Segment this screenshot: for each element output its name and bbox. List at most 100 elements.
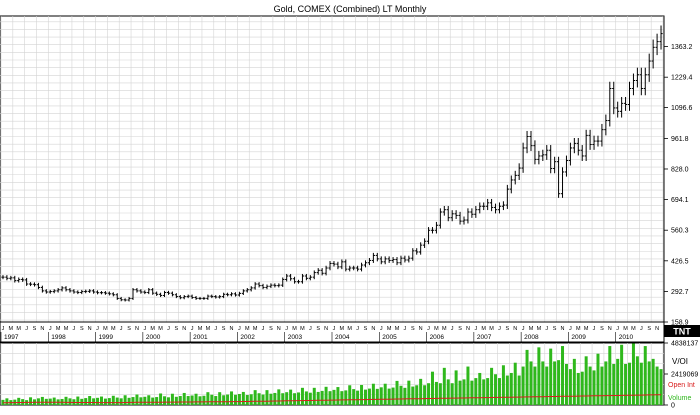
- price-bar: [517, 163, 521, 180]
- price-bar: [446, 205, 450, 222]
- price-bar: [568, 142, 572, 166]
- year-tick-label: 2010: [619, 334, 634, 341]
- month-tick-label: M: [442, 326, 447, 332]
- volume-bar: [226, 394, 230, 405]
- month-tick-label: J: [25, 326, 28, 332]
- volume-bar: [253, 390, 257, 405]
- volume-bar: [155, 397, 159, 405]
- price-bar: [99, 291, 104, 295]
- volume-bar: [127, 397, 131, 405]
- month-tick-label: M: [434, 326, 439, 332]
- price-y-tick-label: 961.8: [671, 136, 689, 143]
- month-tick-label: J: [120, 326, 123, 332]
- volume-bar: [92, 398, 96, 405]
- price-bar: [88, 289, 92, 294]
- price-bar: [40, 285, 44, 293]
- volume-y-axis: 4838137 2419069 0: [664, 341, 698, 410]
- year-tick-label: 1997: [4, 334, 19, 341]
- month-tick-label: J: [309, 326, 312, 332]
- price-bar: [434, 221, 439, 234]
- volume-bar: [131, 397, 135, 405]
- volume-bar: [214, 396, 218, 405]
- price-bar: [80, 289, 84, 295]
- month-tick-label: N: [182, 326, 186, 332]
- volume-bar: [533, 366, 537, 405]
- volume-y-tick-label: 0: [671, 403, 675, 410]
- month-tick-label: M: [64, 326, 69, 332]
- month-tick-label: M: [158, 326, 163, 332]
- month-tick-label: J: [474, 326, 477, 332]
- price-bar: [529, 130, 533, 151]
- month-tick-label: S: [458, 326, 462, 332]
- month-tick-label: M: [16, 326, 21, 332]
- price-bar: [399, 255, 403, 266]
- month-tick-label: J: [593, 326, 596, 332]
- price-bar: [249, 286, 253, 292]
- volume-bar: [584, 356, 588, 405]
- price-bar: [336, 261, 340, 270]
- price-bar: [470, 208, 474, 218]
- volume-bar: [557, 360, 561, 405]
- year-tick-label: 2001: [193, 334, 208, 341]
- volume-bar: [620, 344, 624, 405]
- price-bar: [206, 294, 210, 300]
- price-bar: [545, 145, 549, 160]
- price-bar: [312, 270, 316, 280]
- price-bar: [659, 25, 663, 50]
- price-bar: [123, 298, 127, 302]
- month-tick-label: N: [40, 326, 44, 332]
- volume-bar: [628, 362, 632, 405]
- volume-bar: [624, 363, 628, 405]
- volume-bar: [135, 394, 139, 405]
- month-tick-label: J: [2, 326, 5, 332]
- price-bar: [623, 96, 628, 111]
- volume-bar: [222, 395, 226, 405]
- price-bar: [647, 53, 651, 82]
- price-bar: [450, 210, 454, 222]
- month-tick-label: J: [167, 326, 170, 332]
- year-tick-label: 2002: [240, 334, 255, 341]
- price-bar: [273, 283, 277, 288]
- volume-bar: [647, 361, 651, 405]
- price-bar: [541, 149, 545, 162]
- volume-bar: [659, 369, 663, 405]
- price-bar: [505, 184, 509, 209]
- price-bar: [84, 289, 88, 294]
- volume-bar: [529, 361, 533, 405]
- year-tick-label: 1999: [99, 334, 114, 341]
- volume-bar: [604, 361, 608, 405]
- price-bar: [328, 261, 332, 271]
- month-tick-label: S: [600, 326, 604, 332]
- price-bar: [564, 155, 569, 177]
- price-bar: [95, 290, 100, 295]
- price-bar: [21, 277, 25, 282]
- month-tick-label: M: [206, 326, 211, 332]
- volume-bar: [643, 346, 647, 405]
- volume-bar: [446, 379, 450, 405]
- price-bar: [359, 262, 364, 272]
- volume-bar: [352, 389, 356, 405]
- month-tick-label: J: [143, 326, 146, 332]
- price-bar: [521, 142, 525, 173]
- price-bar: [423, 238, 427, 248]
- price-bar: [486, 198, 490, 211]
- price-bar: [458, 211, 462, 225]
- year-tick-label: 2009: [571, 334, 586, 341]
- volume-bar: [198, 396, 202, 405]
- volume-bar: [257, 393, 261, 405]
- price-bar: [233, 292, 238, 297]
- month-tick-label: J: [49, 326, 52, 332]
- volume-bar: [651, 358, 655, 405]
- volume-bar: [379, 387, 383, 405]
- price-bar: [285, 273, 289, 282]
- price-bar: [635, 67, 639, 88]
- price-y-axis: 1363.2 1229.4 1096.6 961.8 828.0 694.1 560.3 42…: [663, 16, 693, 327]
- volume-bar: [1, 399, 5, 405]
- month-tick-label: M: [584, 326, 589, 332]
- price-bar: [375, 252, 379, 262]
- price-bar: [92, 289, 96, 294]
- volume-bar: [230, 391, 234, 405]
- volume-bar: [580, 371, 584, 405]
- price-bar: [430, 227, 435, 234]
- volume-bar: [474, 378, 478, 405]
